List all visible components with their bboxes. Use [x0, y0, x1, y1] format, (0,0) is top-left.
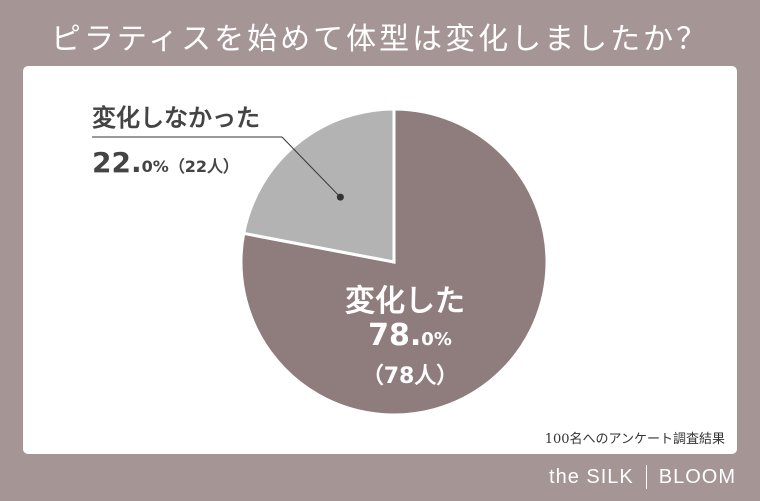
slice-count-changed: （78人）	[361, 364, 459, 389]
page-title: ピラティスを始めて体型は変化しましたか？	[50, 22, 710, 57]
brand-left: the SILK	[549, 465, 634, 488]
brand-right: BLOOM	[658, 465, 736, 488]
slice-percent-not-changed: 22.0%（22人）	[92, 146, 240, 179]
slice-label-not-changed: 変化しなかった	[92, 104, 260, 132]
pie-slice-not-changed	[241, 107, 396, 264]
leader-dot	[336, 193, 344, 201]
brand-divider	[645, 465, 647, 489]
slice-percent-changed: 78.0%	[368, 318, 452, 353]
pie-slice-changed	[239, 107, 549, 417]
leader-line	[281, 136, 341, 198]
slice-label-changed: 変化した	[345, 284, 465, 319]
survey-note: 100名へのアンケート調査結果	[544, 432, 725, 447]
brand-logo: the SILK BLOOM	[549, 465, 736, 489]
